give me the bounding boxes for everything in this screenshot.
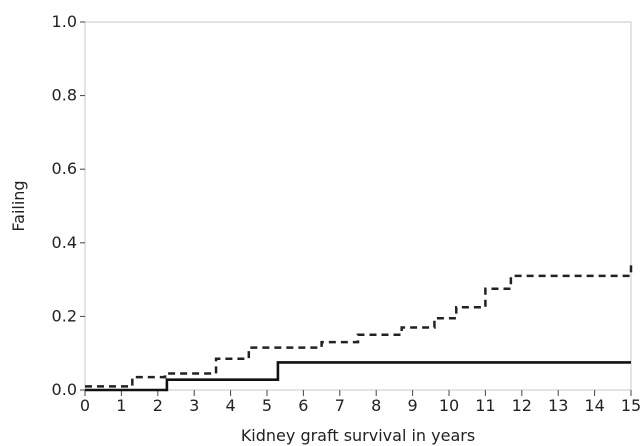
y-axis: 0.0 0.2 0.4 0.6 0.8 1.0 [52, 12, 85, 399]
y-tick-label: 0.4 [52, 233, 77, 252]
series-group [85, 261, 633, 392]
x-tick-label: 9 [408, 396, 418, 415]
x-axis: 0 1 2 3 4 5 6 7 8 9 10 11 12 13 14 15 [80, 390, 641, 415]
x-tick-label: 11 [475, 396, 495, 415]
x-tick-label: 12 [512, 396, 532, 415]
x-tick-label: 6 [298, 396, 308, 415]
y-tick-label: 0.6 [52, 159, 77, 178]
x-tick-label: 14 [584, 396, 604, 415]
x-axis-label: Kidney graft survival in years [241, 426, 475, 445]
x-tick-label: 1 [116, 396, 126, 415]
series-dashed-line [85, 261, 633, 388]
series-solid-line [85, 361, 631, 392]
y-axis-label: Failing [9, 180, 28, 231]
y-tick-label: 0.0 [52, 380, 77, 399]
y-tick-label: 1.0 [52, 12, 77, 31]
x-tick-label: 3 [189, 396, 199, 415]
x-tick-label: 4 [226, 396, 236, 415]
y-tick-label: 0.8 [52, 86, 77, 105]
x-tick-label: 2 [153, 396, 163, 415]
y-tick-label: 0.2 [52, 306, 77, 325]
x-tick-label: 7 [335, 396, 345, 415]
x-tick-label: 10 [439, 396, 459, 415]
plot-frame [84, 21, 632, 391]
x-tick-label: 0 [80, 396, 90, 415]
x-tick-label: 5 [262, 396, 272, 415]
x-tick-label: 15 [621, 396, 641, 415]
x-tick-label: 8 [371, 396, 381, 415]
x-tick-label: 13 [548, 396, 568, 415]
